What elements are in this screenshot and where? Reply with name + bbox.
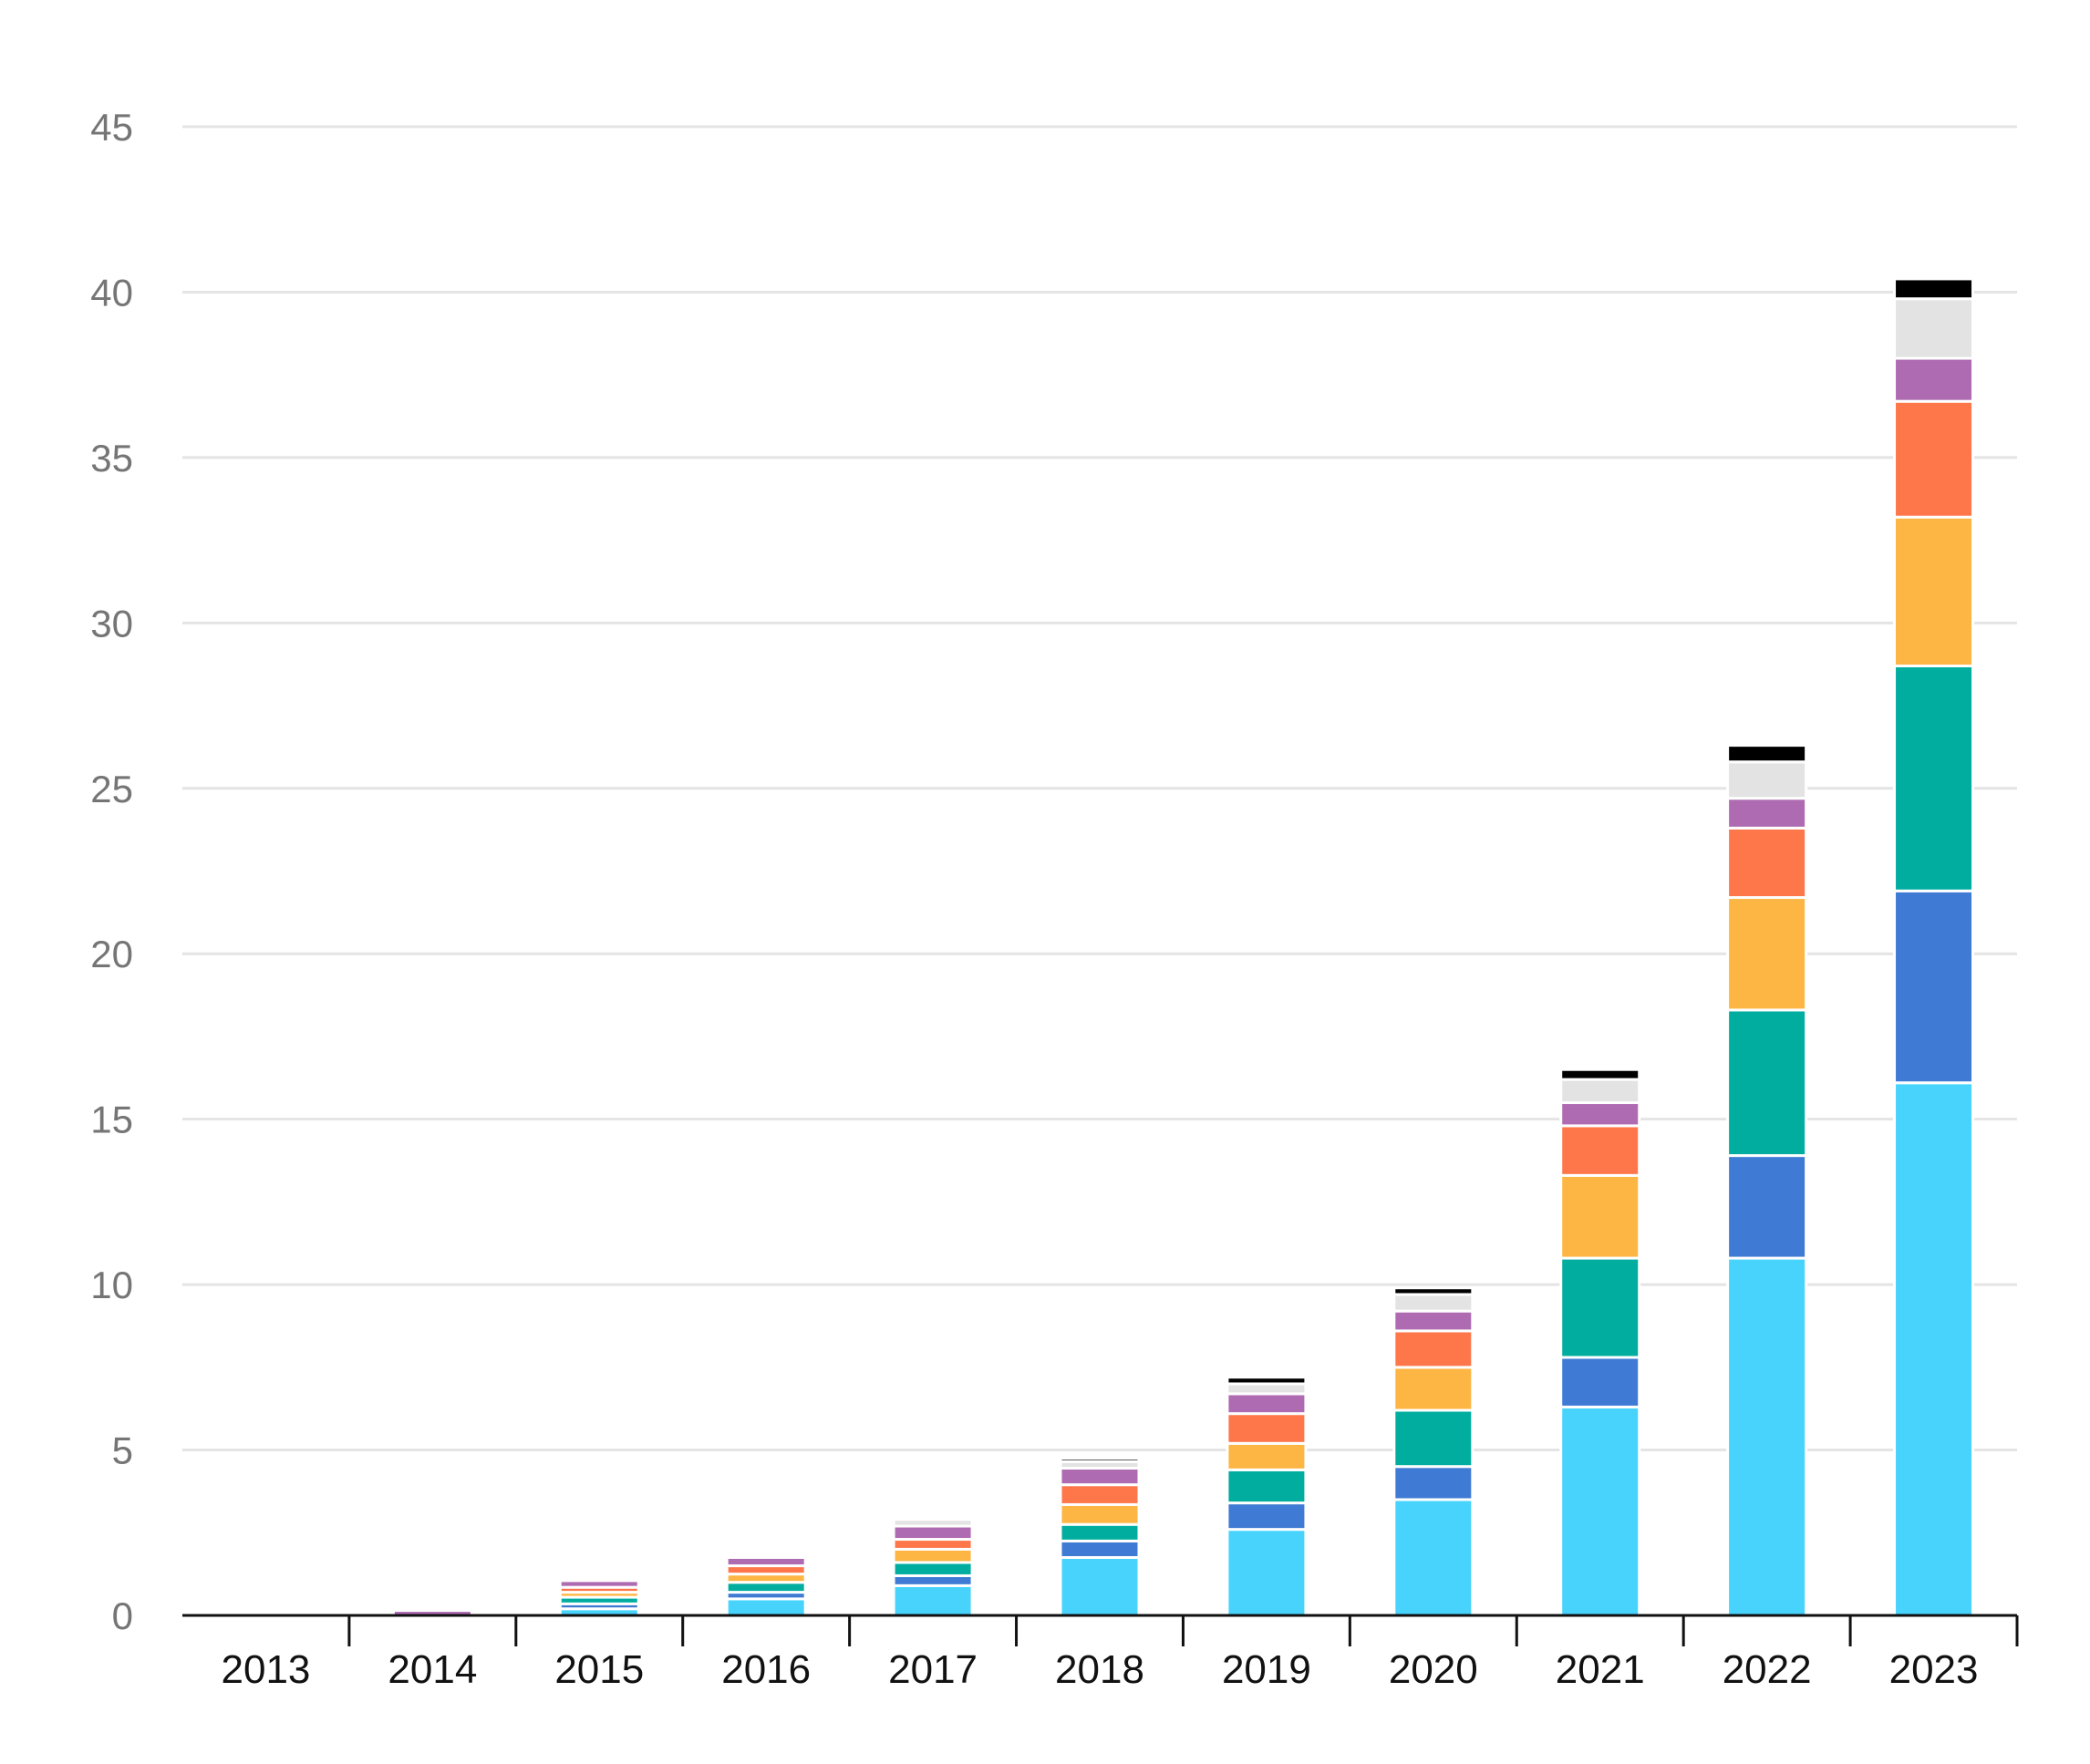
bar-segment-2018-s5 [1059, 1483, 1141, 1506]
y-tick-label: 20 [90, 933, 133, 975]
bar-segment-2020-s3 [1392, 1408, 1474, 1469]
bar-segment-2017-s3 [892, 1561, 974, 1577]
bar-segment-2021-s4 [1559, 1173, 1641, 1260]
bar-segment-2019-s7 [1226, 1382, 1308, 1396]
bar-segment-2023-s7 [1893, 297, 1975, 360]
bar-segment-2022-s2 [1726, 1154, 1808, 1260]
bar-segment-2017-s6 [892, 1524, 974, 1542]
bar-segment-2017-s5 [892, 1538, 974, 1551]
bar-segment-2023-s4 [1893, 515, 1975, 668]
bar-segment-2021-s7 [1559, 1078, 1641, 1105]
bar-segment-2020-s8 [1392, 1286, 1474, 1296]
bar-segment-2020-s1 [1392, 1498, 1474, 1617]
bar-segment-2023-s8 [1893, 277, 1975, 301]
x-tick-label: 2020 [1389, 1647, 1478, 1692]
bar-segment-2020-s4 [1392, 1366, 1474, 1412]
x-tick-label: 2017 [888, 1647, 978, 1692]
gridlines [182, 125, 2017, 1452]
bar-segment-2020-s2 [1392, 1465, 1474, 1501]
bar-segment-2023-s5 [1893, 399, 1975, 519]
y-tick-label: 40 [90, 271, 133, 314]
bar-segment-2021-s1 [1559, 1405, 1641, 1617]
bar-segment-2022-s4 [1726, 896, 1808, 1012]
bar-segment-2019-s4 [1226, 1441, 1308, 1471]
bar-segment-2019-s6 [1226, 1392, 1308, 1416]
bar-segment-2021-s2 [1559, 1356, 1641, 1408]
y-tick-label: 30 [90, 602, 133, 645]
y-tick-label: 35 [90, 437, 133, 480]
bar-segment-2018-s4 [1059, 1502, 1141, 1526]
y-tick-label: 5 [112, 1429, 133, 1472]
x-tick-labels: 2013 2014 2015 2016 2017 2018 2019 2020 2021 2022… [222, 1647, 1979, 1692]
bar-segment-2020-s5 [1392, 1329, 1474, 1369]
bar-segment-2016-s3 [725, 1581, 807, 1594]
bar-segment-2017-s4 [892, 1547, 974, 1564]
bar-segment-2023-s1 [1893, 1081, 1975, 1617]
x-tick-label: 2018 [1055, 1647, 1144, 1692]
bar-segment-2021-s5 [1559, 1124, 1641, 1177]
bar-segment-2018-s8 [1059, 1457, 1141, 1463]
x-tick-label: 2023 [1889, 1647, 1979, 1692]
bar-segment-2016-s1 [725, 1597, 807, 1617]
x-tick-label: 2016 [721, 1647, 811, 1692]
bar-segment-2018-s6 [1059, 1467, 1141, 1487]
bar-segment-2019-s5 [1226, 1412, 1308, 1445]
bar-segment-2022-s7 [1726, 760, 1808, 800]
bar-segment-2018-s1 [1059, 1555, 1141, 1617]
bar-segment-2021-s3 [1559, 1256, 1641, 1359]
bar-segment-2020-s6 [1392, 1309, 1474, 1333]
y-tick-label: 10 [90, 1264, 133, 1306]
bars [391, 277, 1975, 1617]
y-tick-label: 45 [90, 106, 133, 149]
bar-segment-2019-s3 [1226, 1468, 1308, 1505]
bar-segment-2019-s8 [1226, 1376, 1308, 1386]
x-tick-label: 2015 [554, 1647, 644, 1692]
y-tick-labels: 0 5 10 15 20 25 30 35 40 45 [90, 106, 133, 1637]
axes [182, 1614, 2019, 1646]
bar-segment-2021-s6 [1559, 1101, 1641, 1128]
bar-segment-2022-s6 [1726, 797, 1808, 830]
x-tick-label: 2021 [1556, 1647, 1645, 1692]
bar-segment-2018-s2 [1059, 1539, 1141, 1559]
bar-segment-2023-s3 [1893, 665, 1975, 892]
bar-segment-2023-s2 [1893, 889, 1975, 1085]
x-tick-label: 2022 [1723, 1647, 1812, 1692]
bar-segment-2019-s2 [1226, 1501, 1308, 1532]
bar-segment-2022-s1 [1726, 1256, 1808, 1617]
bar-segment-2017-s2 [892, 1573, 974, 1587]
bar-segment-2022-s8 [1726, 744, 1808, 764]
bar-segment-2023-s6 [1893, 356, 1975, 403]
bar-segment-2022-s3 [1726, 1008, 1808, 1158]
y-tick-label: 25 [90, 768, 133, 810]
x-tick-label: 2013 [222, 1647, 311, 1692]
bar-segment-2021-s8 [1559, 1068, 1641, 1081]
bar-segment-2018-s3 [1059, 1522, 1141, 1542]
bar-segment-2019-s1 [1226, 1528, 1308, 1617]
bar-segment-2017-s7 [892, 1518, 974, 1528]
bar-segment-2020-s7 [1392, 1293, 1474, 1313]
x-tick-label: 2019 [1222, 1647, 1311, 1692]
y-tick-label: 0 [112, 1594, 133, 1637]
x-tick-label: 2014 [388, 1647, 477, 1692]
bar-segment-2016-s6 [725, 1555, 807, 1568]
bar-segment-2015-s6 [558, 1579, 640, 1589]
bar-segment-2022-s5 [1726, 826, 1808, 900]
y-tick-label: 15 [90, 1099, 133, 1141]
bar-segment-2017-s1 [892, 1583, 974, 1617]
